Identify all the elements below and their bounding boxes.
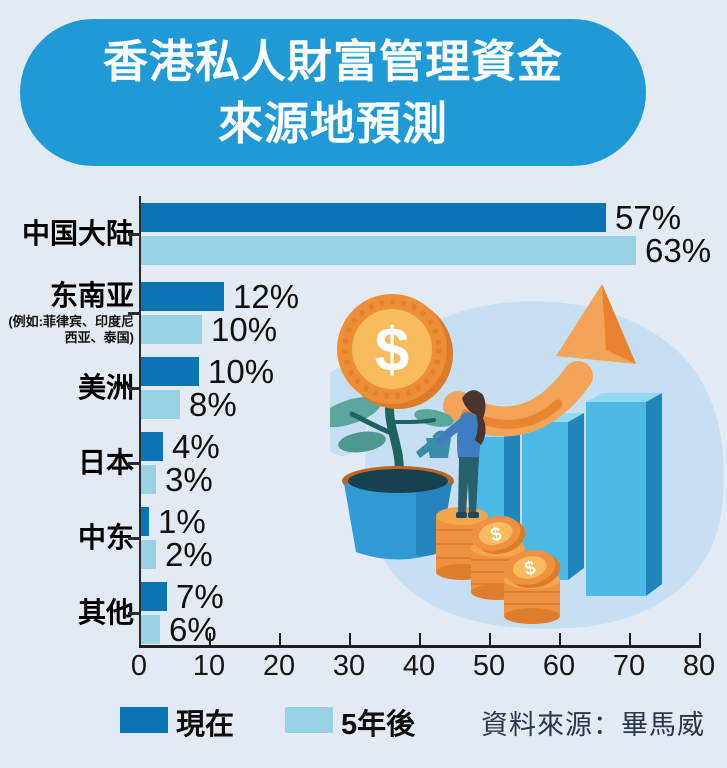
value-label-future: 3% — [165, 460, 213, 498]
title-banner: 香港私人財富管理資金 來源地預測 — [20, 19, 646, 166]
bar-future — [140, 615, 160, 644]
category-label: 中东 — [0, 506, 134, 570]
page-title-line-1: 香港私人財富管理資金 — [102, 35, 563, 87]
category-label-text: 东南亚 — [49, 280, 134, 311]
y-axis-tick — [128, 387, 139, 390]
category-label-text: 其他 — [77, 597, 134, 628]
category-label-text: 中东 — [77, 522, 134, 553]
y-axis-tick — [128, 537, 139, 540]
category-label: 其他 — [0, 581, 134, 645]
money-growth-illustration: $ $ $ — [330, 284, 724, 629]
bar-future — [140, 236, 636, 265]
x-axis-tick — [349, 633, 351, 645]
bar-future — [140, 390, 180, 419]
bar-now — [140, 203, 606, 232]
y-axis-line — [139, 196, 141, 648]
y-axis-tick — [128, 462, 139, 465]
x-axis-tick-label: 60 — [542, 650, 576, 682]
x-axis-tick-label: 50 — [472, 650, 506, 682]
x-axis-tick — [699, 633, 701, 645]
value-label-now: 1% — [158, 502, 206, 540]
bar-now — [140, 432, 163, 461]
bar-now — [140, 507, 149, 536]
bar-future — [140, 315, 202, 344]
page-title-line-2: 來源地預測 — [217, 97, 448, 149]
x-axis-tick-label: 70 — [612, 650, 646, 682]
legend-label-now: 現在 — [176, 709, 235, 741]
watering-woman-icon — [416, 390, 486, 518]
x-axis-tick-label: 0 — [130, 650, 148, 682]
money-plant-icon: $ — [330, 294, 454, 560]
y-axis-tick — [128, 312, 139, 315]
value-label-now: 12% — [233, 277, 300, 315]
x-axis-tick-label: 10 — [192, 650, 226, 682]
value-label-future: 2% — [165, 535, 213, 573]
dollar-sign: $ — [375, 316, 409, 385]
value-label-future: 63% — [645, 231, 712, 269]
bar-now — [140, 282, 224, 311]
x-axis-tick — [209, 633, 211, 645]
legend-swatch-future — [285, 707, 333, 733]
category-note: (例如:菲律宾、印度尼西亚、泰国) — [8, 314, 134, 345]
x-axis-tick-label: 80 — [682, 650, 716, 682]
x-axis-tick — [629, 633, 631, 645]
category-label-text: 美洲 — [77, 372, 134, 403]
bar-future — [140, 465, 156, 494]
dollar-sign: $ — [523, 557, 538, 580]
bar-now — [140, 357, 199, 386]
coin-stacks-icon: $ $ — [436, 507, 561, 624]
x-axis-tick — [279, 633, 281, 645]
x-axis-tick-label: 40 — [402, 650, 436, 682]
bar-now — [140, 582, 167, 611]
value-label-now: 7% — [176, 577, 224, 615]
category-label: 东南亚 (例如:菲律宾、印度尼西亚、泰国) — [0, 280, 134, 345]
value-label-now: 57% — [615, 198, 682, 236]
x-axis-line — [139, 645, 701, 648]
value-label-future: 10% — [211, 310, 278, 348]
x-axis-tick — [489, 633, 491, 645]
value-label-future: 8% — [189, 385, 237, 423]
category-label: 美洲 — [0, 356, 134, 420]
category-label-text: 中国大陆 — [21, 218, 134, 249]
category-label: 日本 — [0, 431, 134, 495]
value-label-now: 10% — [208, 352, 275, 390]
legend-swatch-now — [120, 707, 168, 733]
legend-label-future: 5年後 — [341, 709, 416, 741]
x-axis-tick — [419, 633, 421, 645]
y-axis-tick — [128, 233, 139, 236]
x-axis-tick-label: 20 — [262, 650, 296, 682]
x-axis-tick — [559, 633, 561, 645]
value-label-now: 4% — [172, 427, 220, 465]
bar-future — [140, 540, 156, 569]
category-label: 中国大陆 — [0, 202, 134, 266]
x-axis-tick-label: 30 — [332, 650, 366, 682]
value-label-future: 6% — [169, 610, 217, 648]
category-label-text: 日本 — [77, 447, 134, 478]
y-axis-tick — [128, 612, 139, 615]
source-text: 資料來源：畢馬威 — [481, 710, 705, 740]
